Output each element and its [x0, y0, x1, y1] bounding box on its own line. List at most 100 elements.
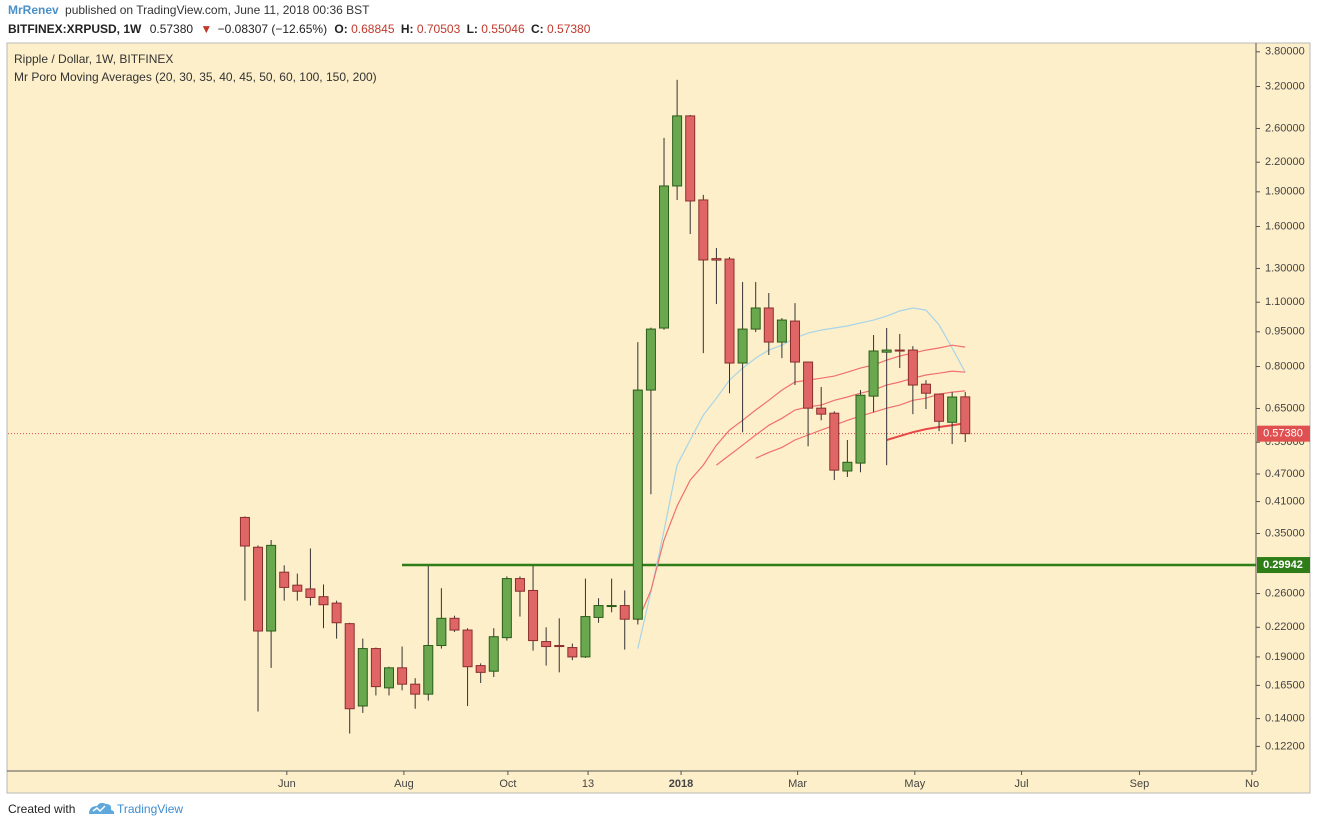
y-tick-label: 1.10000 — [1265, 296, 1305, 308]
l-value: 0.55046 — [481, 22, 525, 36]
change: −0.08307 (−12.65%) — [218, 22, 327, 36]
candle-body — [855, 394, 866, 464]
candle-body — [698, 199, 709, 261]
candle-body — [580, 616, 591, 658]
o-label: O: — [334, 22, 347, 36]
candle-body — [462, 629, 473, 668]
x-tick-label: 2018 — [669, 778, 693, 790]
y-tick-label: 0.12200 — [1265, 740, 1305, 752]
x-tick-label: Jun — [278, 778, 296, 790]
publish-line: MrRenev published on TradingView.com, Ju… — [8, 3, 370, 17]
candle-body — [292, 584, 303, 592]
candle-body — [488, 636, 499, 672]
published: published on TradingView.com, June 11, 2… — [65, 3, 370, 17]
y-tick-label: 0.26000 — [1265, 587, 1305, 599]
candle-body — [357, 648, 368, 707]
y-tick-label: 0.80000 — [1265, 360, 1305, 372]
candle-body — [829, 412, 840, 471]
candle-body — [318, 596, 329, 606]
candle-body — [253, 546, 264, 632]
candle-body — [750, 307, 761, 330]
author[interactable]: MrRenev — [8, 3, 59, 17]
candle-body — [842, 461, 853, 472]
candle-body — [816, 407, 827, 415]
x-tick-label: Aug — [394, 778, 414, 790]
candle-body — [659, 185, 670, 329]
plot: 3.80000 3.20000 2.60000 2.20000 1.90000 1.600… — [8, 46, 1310, 790]
tradingview-logo — [89, 802, 115, 814]
candle-body — [331, 602, 342, 624]
candle-body — [868, 350, 879, 397]
candle-body — [239, 516, 250, 547]
y-tick-label: 0.41000 — [1265, 495, 1305, 507]
y-tick-label: 0.65000 — [1265, 402, 1305, 414]
x-tick-label: Sep — [1130, 778, 1150, 790]
candle-body — [475, 665, 486, 673]
x-tick-label: Jul — [1015, 778, 1029, 790]
footer-brand[interactable]: TradingView — [117, 802, 183, 816]
chart-frame — [6, 42, 1311, 794]
candle-body — [672, 115, 683, 187]
x-tick-label: Mar — [788, 778, 807, 790]
candle-body — [947, 396, 958, 423]
candle-body — [934, 393, 945, 422]
candle-body — [711, 258, 722, 261]
candle-body — [907, 349, 918, 386]
x-tick-label: Oct — [499, 778, 516, 790]
last-price-box — [1257, 425, 1310, 442]
candle-body — [789, 320, 800, 363]
candle-body — [606, 605, 617, 608]
candle-body — [632, 389, 643, 620]
l-label: L: — [467, 22, 478, 36]
symbol-line: BITFINEX:XRPUSD, 1W 0.57380 ▼ −0.08307 (… — [8, 22, 591, 36]
y-tick-label: 3.80000 — [1265, 46, 1305, 58]
last-price-label: 0.57380 — [1263, 428, 1303, 440]
candle-body — [685, 115, 696, 202]
candle-body — [436, 617, 447, 647]
candle-body — [776, 319, 787, 343]
candle-body — [305, 588, 316, 598]
candle-body — [397, 667, 408, 685]
y-tick-label: 1.30000 — [1265, 262, 1305, 274]
candle-body — [423, 645, 434, 695]
y-tick-label: 1.90000 — [1265, 186, 1305, 198]
candle-body — [344, 623, 355, 710]
candle-body — [514, 578, 525, 592]
candle-body — [737, 328, 748, 364]
y-tick-label: 0.14000 — [1265, 712, 1305, 724]
candle-body — [266, 544, 277, 632]
o-value: 0.68845 — [351, 22, 395, 36]
h-value: 0.70503 — [417, 22, 461, 36]
chart-title: Ripple / Dollar, 1W, BITFINEX — [14, 52, 173, 66]
x-tick-label: May — [904, 778, 925, 790]
candle-body — [567, 647, 578, 658]
y-tick-label: 0.19000 — [1265, 651, 1305, 663]
candle-body — [645, 328, 656, 391]
x-tick-label: 13 — [582, 778, 594, 790]
candle-body — [724, 258, 735, 364]
indicator-legend: Mr Poro Moving Averages (20, 30, 35, 40,… — [14, 70, 377, 84]
y-tick-label: 0.47000 — [1265, 468, 1305, 480]
candle-body — [279, 571, 290, 588]
candle-body — [593, 605, 604, 618]
c-label: C: — [531, 22, 544, 36]
candle-body — [763, 307, 774, 343]
moving-average — [637, 307, 966, 649]
y-tick-label: 0.16500 — [1265, 679, 1305, 691]
h-label: H: — [401, 22, 414, 36]
moving-average — [716, 370, 966, 466]
y-tick-label: 2.60000 — [1265, 122, 1305, 134]
y-tick-label: 0.22000 — [1265, 621, 1305, 633]
candle-body — [449, 617, 460, 631]
y-tick-label: 0.35000 — [1265, 527, 1305, 539]
last: 0.57380 — [150, 22, 194, 36]
symbol: BITFINEX:XRPUSD, 1W — [8, 22, 142, 36]
candle-body — [410, 683, 421, 695]
candle-body — [894, 349, 905, 352]
y-tick-label: 3.20000 — [1265, 80, 1305, 92]
candle-body — [370, 648, 381, 688]
y-tick-label: 0.95000 — [1265, 326, 1305, 338]
level-label-box — [1257, 557, 1310, 574]
